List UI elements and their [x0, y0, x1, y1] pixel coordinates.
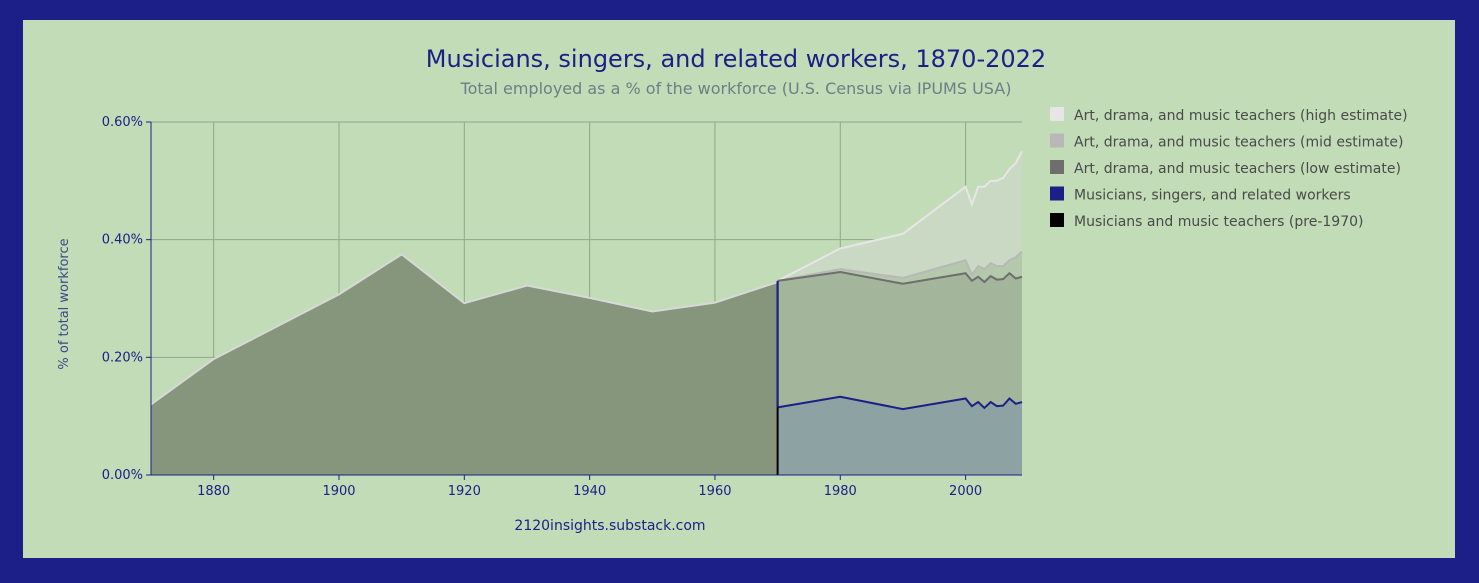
legend-label[interactable]: Musicians and music teachers (pre-1970) — [1074, 214, 1363, 230]
legend-label[interactable]: Musicians, singers, and related workers — [1074, 188, 1351, 204]
chart-title: Musicians, singers, and related workers,… — [426, 45, 1046, 73]
series-area-layer — [151, 151, 1022, 475]
axis-layer: 1880 1900 1920 1940 1960 1980 2000 0.00% 0.20% 0.… — [102, 115, 1022, 499]
area-teachers-high-estimate — [777, 151, 1022, 281]
y-tick-label: 0.20% — [102, 350, 143, 365]
x-tick-label: 1900 — [322, 484, 355, 499]
legend-label[interactable]: Art, drama, and music teachers (low esti… — [1074, 161, 1401, 177]
y-tick-label: 0.00% — [102, 468, 143, 483]
line-teachers-high-estimate — [777, 150, 1023, 282]
chart-subtitle: Total employed as a % of the workforce (… — [460, 79, 1012, 98]
legend-label[interactable]: Art, drama, and music teachers (high est… — [1074, 108, 1408, 124]
y-tick-label: 0.40% — [102, 233, 143, 248]
area-musicians-singers — [777, 396, 1022, 475]
series-line-layer — [150, 150, 1023, 475]
line-musicians-pre-1970 — [150, 253, 778, 406]
source-credit: 2120insights.substack.com — [514, 518, 705, 534]
line-musicians-singers — [777, 395, 1023, 411]
legend-swatch[interactable] — [1050, 107, 1064, 121]
line-teachers-low-estimate — [777, 271, 1023, 285]
legend-swatch[interactable] — [1050, 186, 1064, 201]
legend-swatch[interactable] — [1050, 160, 1064, 174]
legend-swatch[interactable] — [1050, 133, 1064, 148]
x-tick-label: 1920 — [448, 484, 481, 499]
y-axis-label: % of total workforce — [57, 238, 72, 369]
area-musicians-pre-1970 — [151, 254, 778, 475]
legend-swatch[interactable] — [1050, 213, 1064, 227]
x-tick-label: 1980 — [824, 484, 857, 499]
x-tick-label: 2000 — [949, 484, 982, 499]
chart-panel: Musicians, singers, and related workers,… — [23, 20, 1455, 558]
x-tick-label: 1940 — [573, 484, 606, 499]
legend-label[interactable]: Art, drama, and music teachers (mid esti… — [1074, 135, 1403, 151]
chart-legend[interactable]: Art, drama, and music teachers (high est… — [1050, 107, 1408, 230]
line-teachers-mid-estimate — [777, 250, 1023, 282]
chart-canvas: Musicians, singers, and related workers,… — [57, 45, 1408, 534]
x-tick-label: 1960 — [698, 484, 731, 499]
y-tick-label: 0.60% — [102, 115, 143, 130]
x-tick-label: 1880 — [197, 484, 230, 499]
area-teachers-low-estimate — [777, 272, 1022, 410]
